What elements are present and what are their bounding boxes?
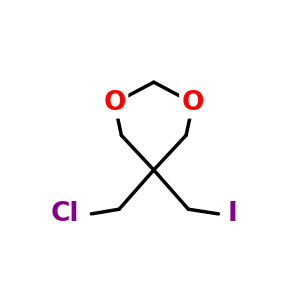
Text: O: O (182, 90, 204, 116)
Text: Cl: Cl (50, 201, 79, 227)
Text: O: O (103, 90, 126, 116)
Text: I: I (228, 201, 237, 227)
